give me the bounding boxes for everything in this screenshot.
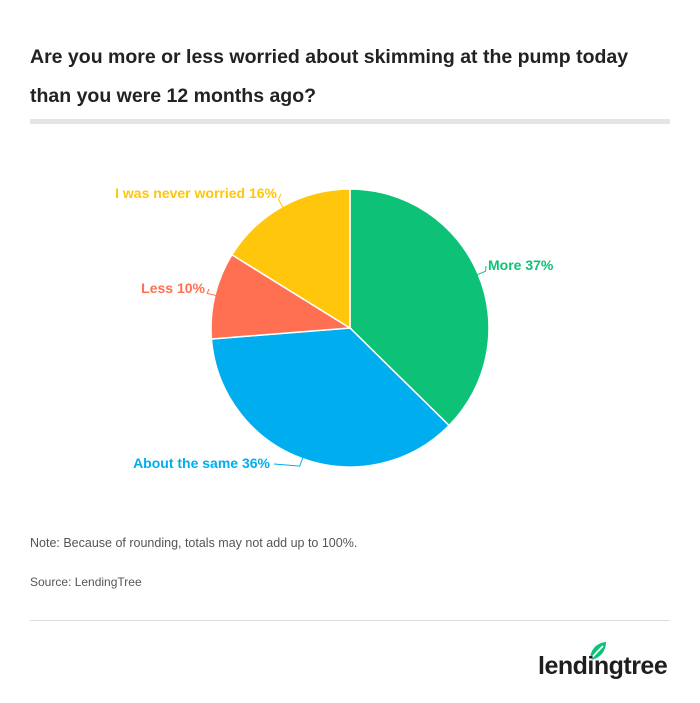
footer-divider <box>30 620 670 621</box>
pie-connector-0 <box>476 265 487 276</box>
pie-chart: More 37% About the same 36% Less 10% I was … <box>115 185 554 471</box>
chart-note: Note: Because of rounding, totals may no… <box>30 536 358 550</box>
pie-label-1: About the same 36% <box>133 455 270 471</box>
pie-label-0: More 37% <box>488 257 554 273</box>
leaf-icon <box>589 642 606 661</box>
pie-label-2: Less 10% <box>141 280 205 296</box>
chart-title: Are you more or less worried about skimm… <box>30 46 629 107</box>
pie-label-3: I was never worried 16% <box>115 185 277 201</box>
pie-connector-2 <box>206 288 217 297</box>
title-divider <box>30 119 670 124</box>
pie-connector-3 <box>277 193 284 209</box>
pie-connector-1 <box>273 456 304 467</box>
logo-wordmark: lendingtree <box>538 652 668 680</box>
chart-source: Source: LendingTree <box>30 575 142 589</box>
lendingtree-logo: lendingtree <box>538 640 670 684</box>
